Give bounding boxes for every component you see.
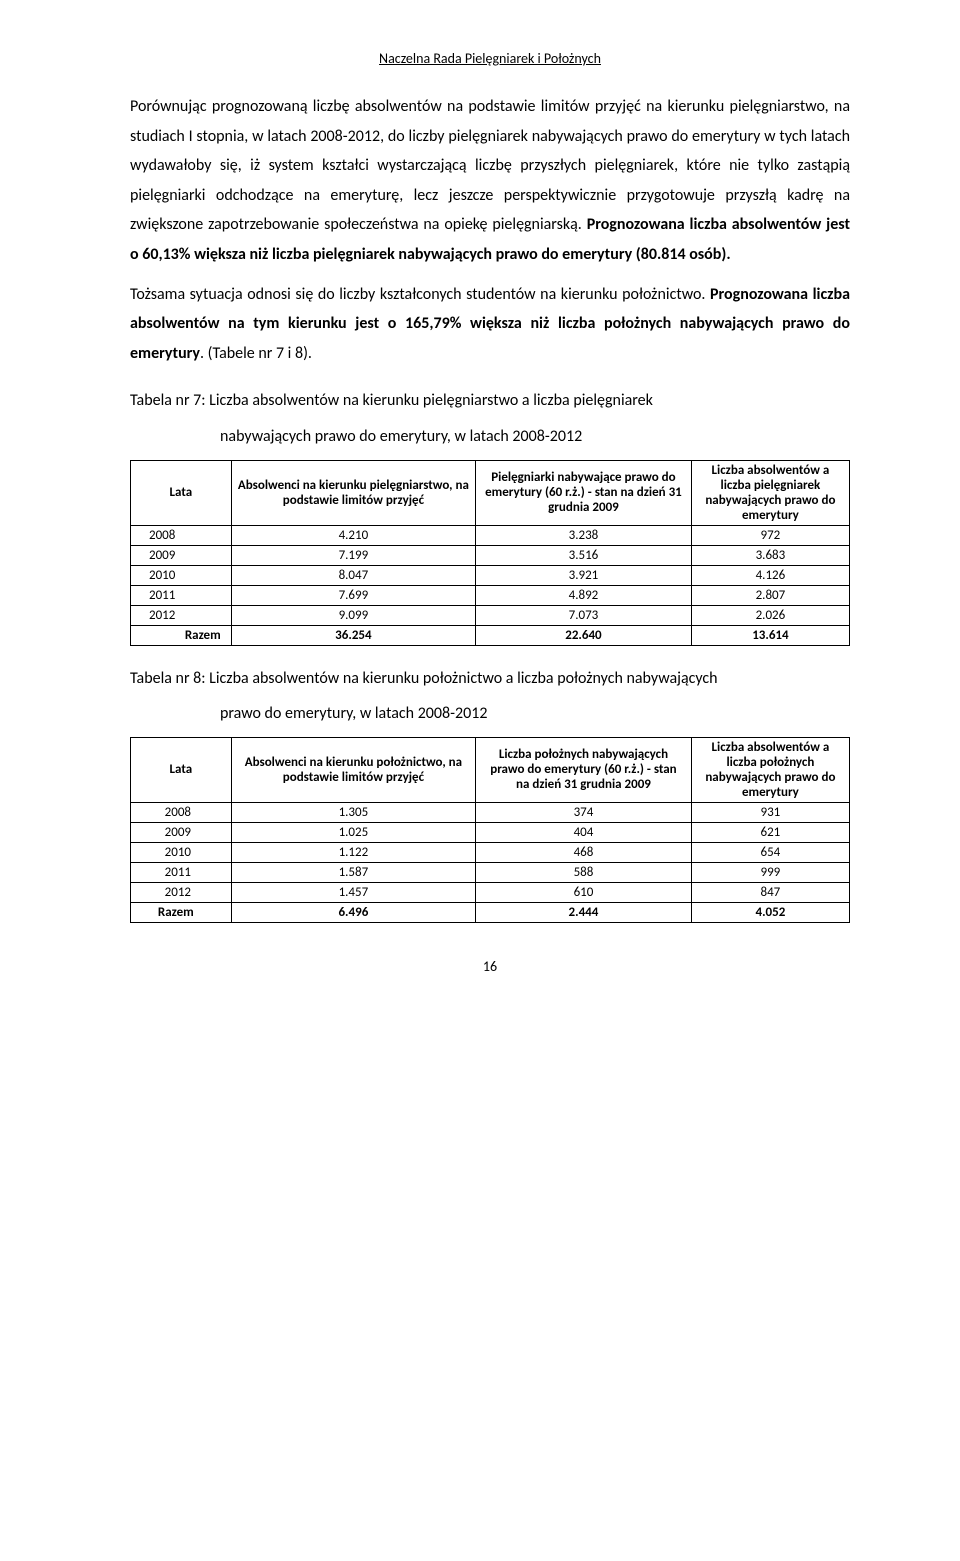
cell-a: 9.099 — [231, 605, 475, 625]
cell-c: 931 — [691, 802, 849, 822]
table7-header-row: Lata Absolwenci na kierunku pielęgniarst… — [131, 460, 850, 525]
table7-total-c: 13.614 — [691, 625, 849, 645]
table8-h3: Liczba położnych nabywających prawo do e… — [476, 737, 692, 802]
table-row: 20129.0997.0732.026 — [131, 605, 850, 625]
table7-title: Tabela nr 7: Liczba absolwentów na kieru… — [130, 386, 850, 416]
cell-year: 2009 — [131, 545, 232, 565]
cell-c: 2.807 — [691, 585, 849, 605]
cell-b: 3.921 — [476, 565, 692, 585]
table7-title-indent: nabywających prawo do emerytury, w latac… — [220, 422, 850, 452]
table8: Lata Absolwenci na kierunku położnictwo,… — [130, 737, 850, 923]
table8-title: Tabela nr 8: Liczba absolwentów na kieru… — [130, 664, 850, 694]
cell-a: 1.122 — [231, 842, 475, 862]
cell-year: 2012 — [131, 882, 232, 902]
cell-c: 2.026 — [691, 605, 849, 625]
table7-h2: Absolwenci na kierunku pielęgniarstwo, n… — [231, 460, 475, 525]
cell-b: 3.238 — [476, 525, 692, 545]
cell-b: 610 — [476, 882, 692, 902]
cell-a: 1.457 — [231, 882, 475, 902]
table-row: 20081.305374931 — [131, 802, 850, 822]
table8-h2: Absolwenci na kierunku położnictwo, na p… — [231, 737, 475, 802]
table8-h4: Liczba absolwentów a liczba położnych na… — [691, 737, 849, 802]
cell-year: 2012 — [131, 605, 232, 625]
cell-b: 4.892 — [476, 585, 692, 605]
cell-year: 2008 — [131, 802, 232, 822]
cell-a: 1.587 — [231, 862, 475, 882]
cell-a: 8.047 — [231, 565, 475, 585]
table8-body: 20081.30537493120091.02540462120101.1224… — [131, 802, 850, 902]
header-org: Naczelna Rada Pielęgniarek i Położnych — [130, 50, 850, 67]
cell-year: 2010 — [131, 842, 232, 862]
table8-total-c: 4.052 — [691, 902, 849, 922]
table-row: 20097.1993.5163.683 — [131, 545, 850, 565]
cell-c: 621 — [691, 822, 849, 842]
table8-total-label: Razem — [131, 902, 232, 922]
cell-c: 972 — [691, 525, 849, 545]
cell-c: 4.126 — [691, 565, 849, 585]
table8-header-row: Lata Absolwenci na kierunku położnictwo,… — [131, 737, 850, 802]
table7-total-a: 36.254 — [231, 625, 475, 645]
table8-title-indent: prawo do emerytury, w latach 2008-2012 — [220, 699, 850, 729]
cell-b: 404 — [476, 822, 692, 842]
table8-h1: Lata — [131, 737, 232, 802]
page-number: 16 — [130, 958, 850, 975]
table-row: 20117.6994.8922.807 — [131, 585, 850, 605]
table8-total-row: Razem 6.496 2.444 4.052 — [131, 902, 850, 922]
table-row: 20121.457610847 — [131, 882, 850, 902]
cell-year: 2010 — [131, 565, 232, 585]
table7-h3: Pielęgniarki nabywające prawo do emerytu… — [476, 460, 692, 525]
para2-text: Tożsama sytuacja odnosi się do liczby ks… — [130, 285, 710, 304]
cell-b: 3.516 — [476, 545, 692, 565]
cell-a: 7.199 — [231, 545, 475, 565]
cell-c: 3.683 — [691, 545, 849, 565]
para2-post: . (Tabele nr 7 i 8). — [200, 344, 312, 363]
table7: Lata Absolwenci na kierunku pielęgniarst… — [130, 460, 850, 646]
cell-a: 4.210 — [231, 525, 475, 545]
cell-year: 2008 — [131, 525, 232, 545]
table7-body: 20084.2103.23897220097.1993.5163.6832010… — [131, 525, 850, 625]
table7-h1: Lata — [131, 460, 232, 525]
cell-year: 2009 — [131, 822, 232, 842]
cell-a: 7.699 — [231, 585, 475, 605]
paragraph-2: Tożsama sytuacja odnosi się do liczby ks… — [130, 280, 850, 369]
cell-b: 468 — [476, 842, 692, 862]
paragraph-1: Porównując prognozowaną liczbę absolwent… — [130, 92, 850, 270]
cell-c: 654 — [691, 842, 849, 862]
cell-b: 588 — [476, 862, 692, 882]
table7-total-label: Razem — [131, 625, 232, 645]
cell-year: 2011 — [131, 862, 232, 882]
table8-total-b: 2.444 — [476, 902, 692, 922]
table-row: 20108.0473.9214.126 — [131, 565, 850, 585]
cell-a: 1.025 — [231, 822, 475, 842]
table8-total-a: 6.496 — [231, 902, 475, 922]
para1-text: Porównując prognozowaną liczbę absolwent… — [130, 97, 850, 234]
cell-year: 2011 — [131, 585, 232, 605]
table7-h4: Liczba absolwentów a liczba pielęgniarek… — [691, 460, 849, 525]
table-row: 20091.025404621 — [131, 822, 850, 842]
cell-c: 999 — [691, 862, 849, 882]
cell-c: 847 — [691, 882, 849, 902]
cell-a: 1.305 — [231, 802, 475, 822]
table-row: 20111.587588999 — [131, 862, 850, 882]
cell-b: 7.073 — [476, 605, 692, 625]
table7-total-b: 22.640 — [476, 625, 692, 645]
table-row: 20084.2103.238972 — [131, 525, 850, 545]
cell-b: 374 — [476, 802, 692, 822]
table-row: 20101.122468654 — [131, 842, 850, 862]
table7-total-row: Razem 36.254 22.640 13.614 — [131, 625, 850, 645]
